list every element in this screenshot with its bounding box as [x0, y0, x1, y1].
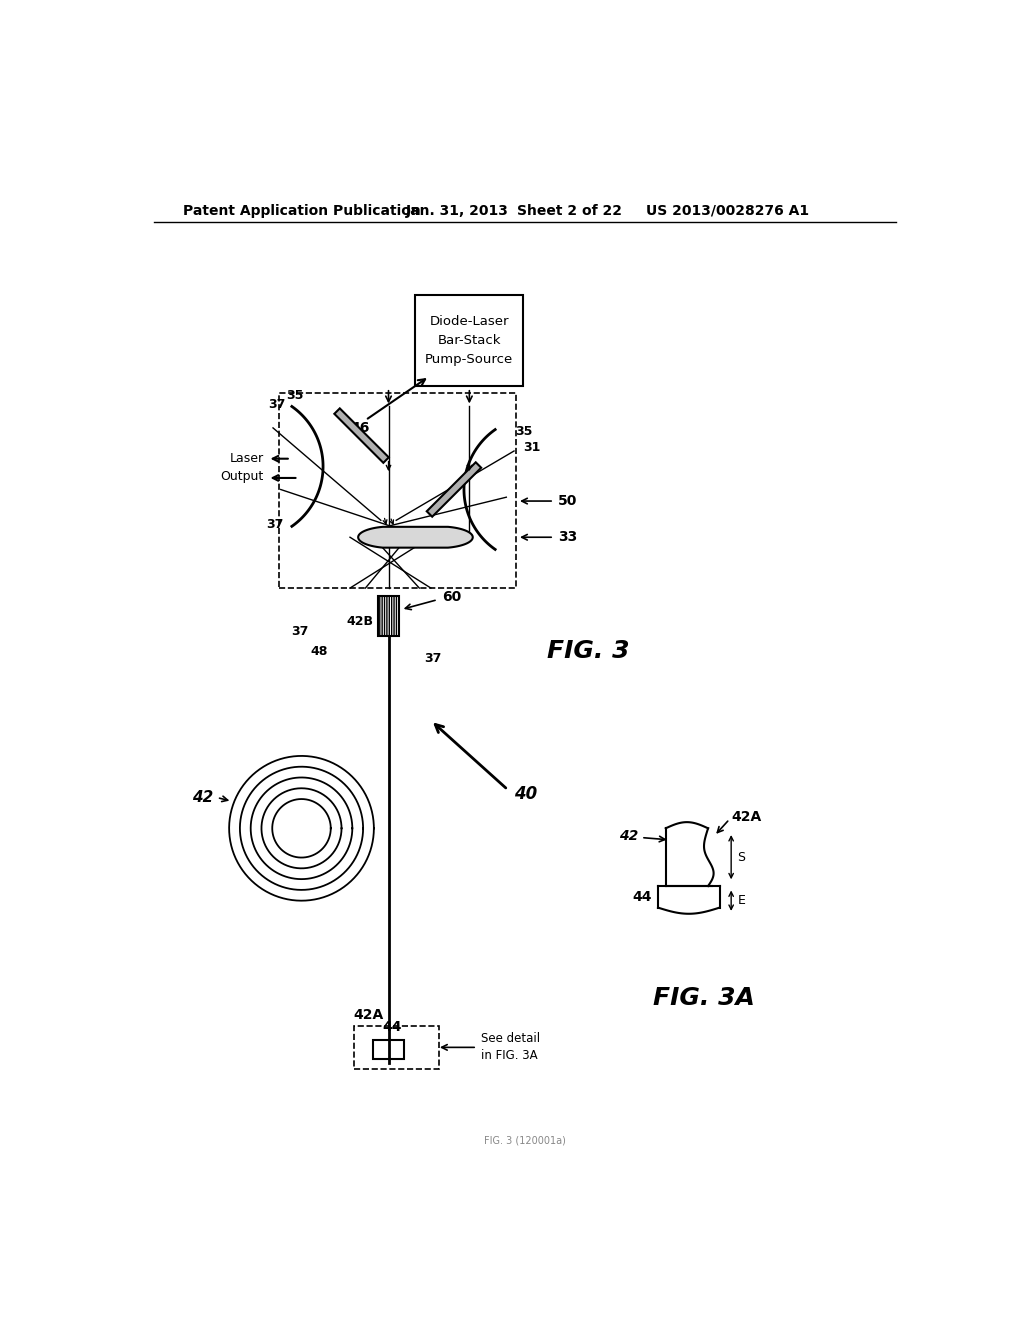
Text: FIG. 3: FIG. 3: [548, 639, 630, 663]
Text: Jan. 31, 2013: Jan. 31, 2013: [407, 203, 509, 218]
Text: 37: 37: [268, 399, 286, 412]
Text: 42: 42: [191, 789, 213, 805]
Bar: [354, 1026, 438, 1069]
Text: 37: 37: [424, 652, 441, 665]
Text: 48: 48: [310, 644, 328, 657]
Text: 44: 44: [383, 1020, 402, 1034]
Text: 37: 37: [266, 517, 284, 531]
Bar: [378, 595, 399, 636]
Text: Sheet 2 of 22: Sheet 2 of 22: [517, 203, 623, 218]
Text: FIG. 3A: FIG. 3A: [653, 986, 755, 1010]
Bar: [373, 1040, 403, 1059]
Text: 33: 33: [558, 531, 578, 544]
Text: 37: 37: [291, 626, 308, 639]
Text: S: S: [737, 850, 745, 863]
Polygon shape: [427, 462, 481, 516]
Bar: [378, 595, 399, 636]
Text: 42A: 42A: [731, 809, 762, 824]
Text: 60: 60: [442, 590, 462, 605]
Bar: [280, 393, 515, 589]
Text: FIG. 3 (120001a): FIG. 3 (120001a): [484, 1135, 565, 1146]
Text: 46: 46: [350, 421, 370, 434]
Text: 35: 35: [515, 425, 532, 438]
Polygon shape: [358, 527, 473, 548]
Text: 42A: 42A: [354, 1008, 384, 1022]
Bar: [416, 296, 523, 385]
Text: 40: 40: [514, 784, 538, 803]
Text: Laser
Output: Laser Output: [220, 453, 264, 483]
Text: 42B: 42B: [346, 615, 373, 628]
Text: 42: 42: [620, 829, 639, 843]
Text: 44: 44: [633, 890, 652, 904]
Polygon shape: [335, 408, 389, 463]
Text: Patent Application Publication: Patent Application Publication: [183, 203, 421, 218]
Text: 50: 50: [558, 494, 578, 508]
Text: US 2013/0028276 A1: US 2013/0028276 A1: [646, 203, 810, 218]
Text: 35: 35: [286, 389, 303, 403]
Text: Diode-Laser
Bar-Stack
Pump-Source: Diode-Laser Bar-Stack Pump-Source: [425, 315, 513, 366]
Text: 31: 31: [523, 441, 541, 454]
Text: E: E: [737, 894, 745, 907]
Text: See detail
in FIG. 3A: See detail in FIG. 3A: [481, 1032, 540, 1063]
